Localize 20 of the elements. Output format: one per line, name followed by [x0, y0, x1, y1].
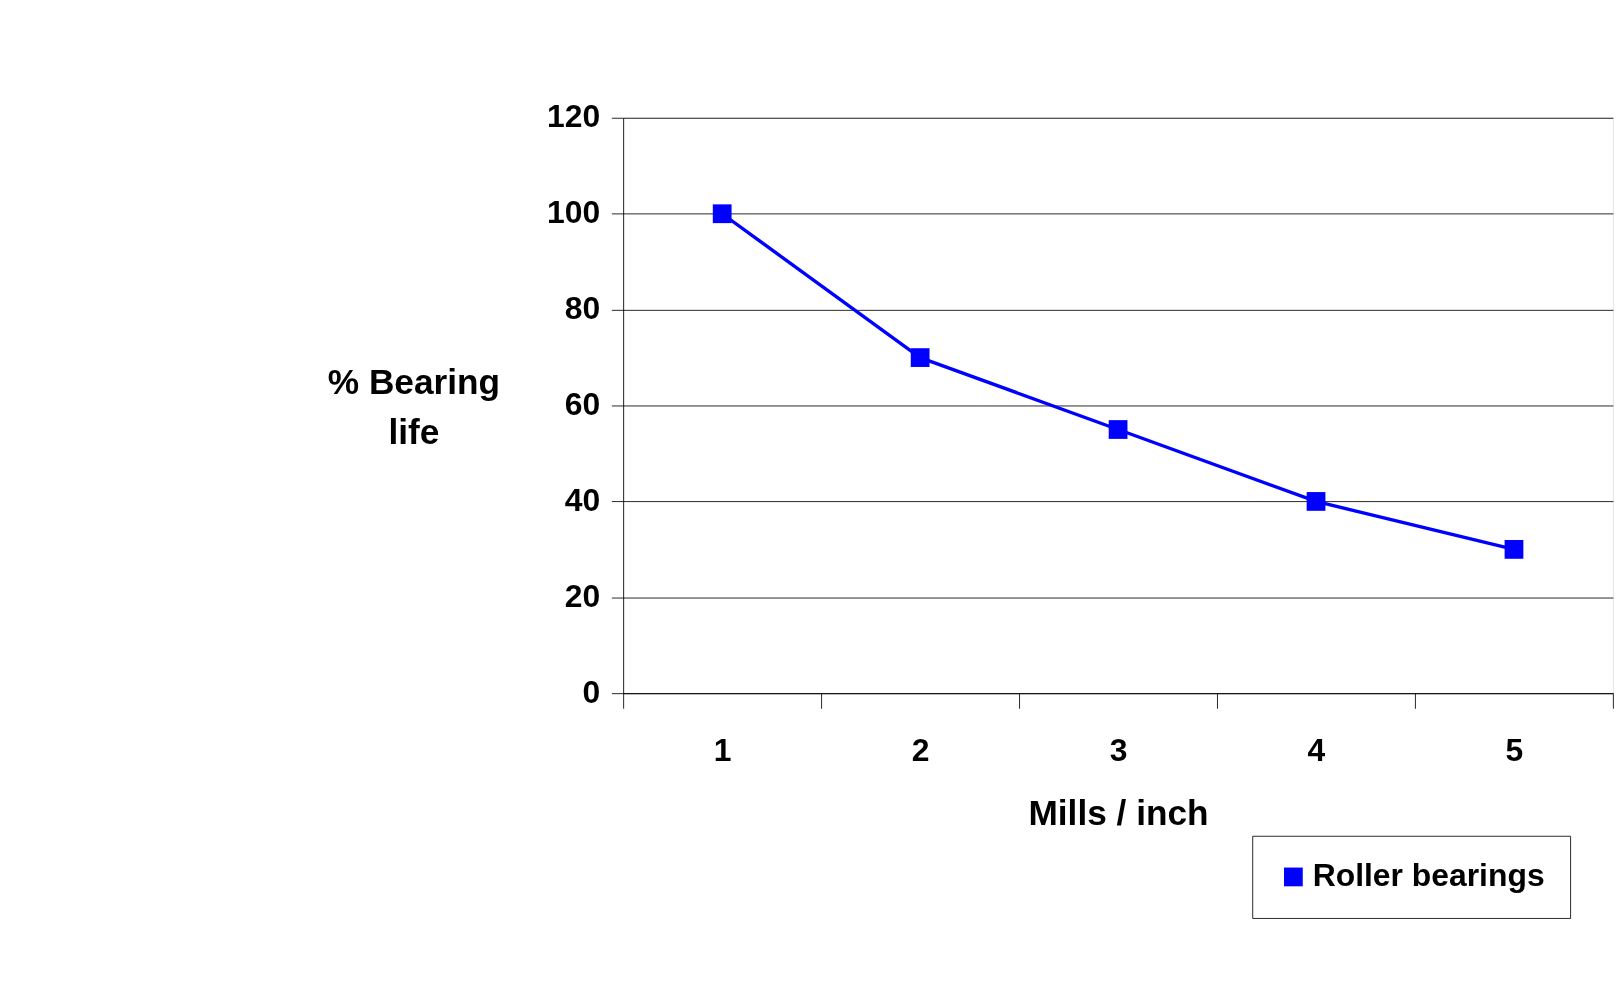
y-tick-label: 100	[546, 194, 601, 231]
y-tick-label: 0	[582, 673, 601, 710]
point	[1108, 420, 1128, 439]
legend-label: Roller bearings	[1312, 857, 1545, 894]
y-tick-label: 40	[564, 482, 601, 519]
y-tick-label: 20	[564, 577, 601, 614]
point	[1306, 492, 1326, 511]
point	[712, 204, 732, 224]
point	[910, 348, 930, 367]
x-tick-label: 1	[713, 731, 732, 768]
point	[1504, 540, 1524, 559]
y-tick-label: 120	[546, 98, 601, 135]
y-tick-label: 80	[564, 290, 601, 327]
y-axis-title: % Bearing life	[327, 361, 501, 452]
x-tick-label: 5	[1505, 731, 1524, 768]
x-tick-label: 4	[1307, 731, 1326, 768]
x-axis-title: Mills / inch	[1028, 793, 1209, 833]
y-tick-label: 60	[564, 386, 601, 423]
x-tick-label: 2	[911, 731, 930, 768]
x-tick-label: 3	[1109, 731, 1128, 768]
